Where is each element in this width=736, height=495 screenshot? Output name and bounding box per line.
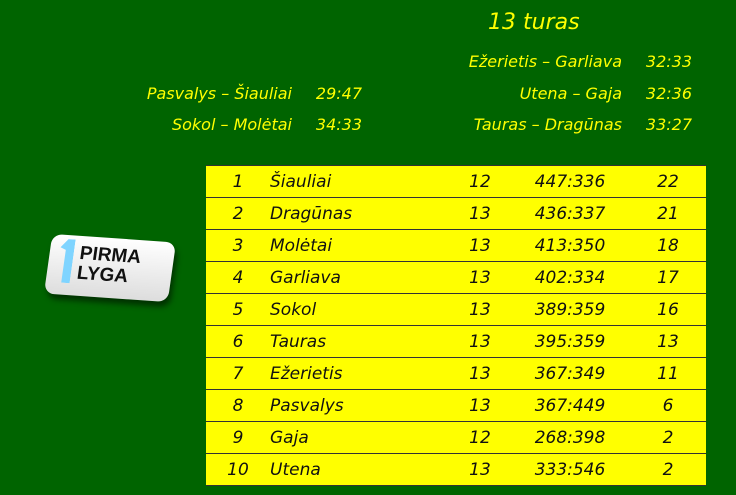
round-title: 13 turas — [488, 10, 580, 35]
position: 6 — [206, 325, 270, 358]
position: 10 — [206, 453, 270, 486]
pirma-lyga-logo: PIRMA LYGA — [43, 233, 177, 303]
goal-difference: 436:337 — [510, 197, 630, 230]
points: 18 — [630, 229, 706, 262]
goal-difference: 413:350 — [510, 229, 630, 262]
table-row: 9 Gaja 12 268:398 2 — [206, 421, 706, 454]
position: 9 — [206, 421, 270, 454]
team-name: Tauras — [270, 325, 450, 358]
table-row: 6 Tauras 13 395:359 13 — [206, 325, 706, 358]
games-played: 13 — [450, 293, 510, 326]
table-row: 1 Šiauliai 12 447:336 22 — [206, 165, 706, 198]
position: 7 — [206, 357, 270, 390]
games-played: 13 — [450, 357, 510, 390]
position: 4 — [206, 261, 270, 294]
games-played: 13 — [450, 261, 510, 294]
position: 8 — [206, 389, 270, 422]
team-name: Šiauliai — [270, 165, 450, 198]
team-name: Utena — [270, 453, 450, 486]
team-name: Molėtai — [270, 229, 450, 262]
table-row: 10 Utena 13 333:546 2 — [206, 453, 706, 486]
goal-difference: 333:546 — [510, 453, 630, 486]
games-played: 12 — [450, 421, 510, 454]
goal-difference: 395:359 — [510, 325, 630, 358]
team-name: Dragūnas — [270, 197, 450, 230]
games-played: 12 — [450, 165, 510, 198]
games-played: 13 — [450, 325, 510, 358]
goal-difference: 389:359 — [510, 293, 630, 326]
arrow-icon — [56, 239, 76, 284]
position: 5 — [206, 293, 270, 326]
table-row: 2 Dragūnas 13 436:337 21 — [206, 197, 706, 230]
team-name: Gaja — [270, 421, 450, 454]
position: 1 — [206, 165, 270, 198]
table-row: 4 Garliava 13 402:334 17 — [206, 261, 706, 294]
games-played: 13 — [450, 197, 510, 230]
goal-difference: 268:398 — [510, 421, 630, 454]
team-name: Ežerietis — [270, 357, 450, 390]
goal-difference: 402:334 — [510, 261, 630, 294]
points: 6 — [630, 389, 706, 422]
position: 2 — [206, 197, 270, 230]
table-row: 5 Sokol 13 389:359 16 — [206, 293, 706, 326]
goal-difference: 367:349 — [510, 357, 630, 390]
points: 2 — [630, 453, 706, 486]
points: 16 — [630, 293, 706, 326]
standings-table: 1 Šiauliai 12 447:336 22 2 Dragūnas 13 436:337 21… — [206, 165, 706, 486]
games-played: 13 — [450, 229, 510, 262]
team-name: Pasvalys — [270, 389, 450, 422]
points: 13 — [630, 325, 706, 358]
points: 22 — [630, 165, 706, 198]
points: 2 — [630, 421, 706, 454]
team-name: Garliava — [270, 261, 450, 294]
points: 11 — [630, 357, 706, 390]
points: 21 — [630, 197, 706, 230]
games-played: 13 — [450, 389, 510, 422]
table-row: 3 Molėtai 13 413:350 18 — [206, 229, 706, 262]
position: 3 — [206, 229, 270, 262]
table-row: 8 Pasvalys 13 367:449 6 — [206, 389, 706, 422]
team-name: Sokol — [270, 293, 450, 326]
goal-difference: 367:449 — [510, 389, 630, 422]
points: 17 — [630, 261, 706, 294]
games-played: 13 — [450, 453, 510, 486]
goal-difference: 447:336 — [510, 165, 630, 198]
table-row: 7 Ežerietis 13 367:349 11 — [206, 357, 706, 390]
